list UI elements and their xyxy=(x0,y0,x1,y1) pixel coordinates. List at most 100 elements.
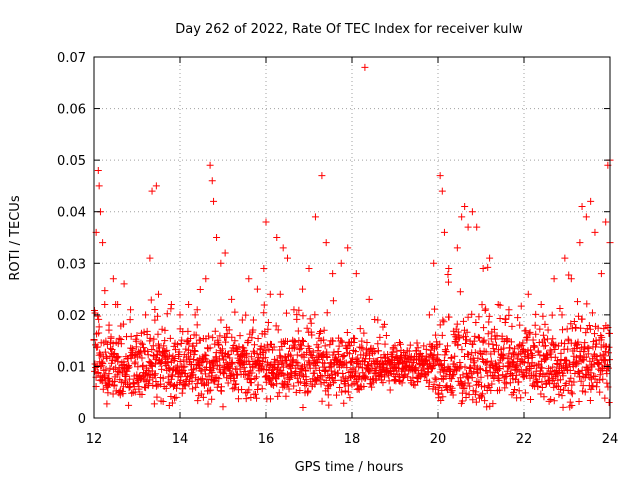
data-point xyxy=(531,321,539,329)
data-point xyxy=(558,392,566,400)
data-point xyxy=(102,366,110,374)
data-point xyxy=(188,360,196,368)
data-point xyxy=(210,364,218,372)
data-point xyxy=(465,351,473,359)
data-point xyxy=(430,259,438,267)
data-point xyxy=(303,349,311,357)
data-point xyxy=(235,343,243,351)
data-point xyxy=(495,372,503,380)
data-point xyxy=(152,182,160,190)
data-point xyxy=(574,338,582,346)
data-point xyxy=(431,305,439,313)
data-point xyxy=(276,352,284,360)
data-point xyxy=(393,347,401,355)
data-point xyxy=(312,362,320,370)
data-point xyxy=(363,339,371,347)
data-point xyxy=(328,373,336,381)
data-point xyxy=(146,334,154,342)
data-point xyxy=(311,311,319,319)
data-point xyxy=(104,389,112,397)
data-point xyxy=(247,394,255,402)
data-point xyxy=(228,358,236,366)
data-point xyxy=(291,338,299,346)
data-point xyxy=(404,373,412,381)
data-point xyxy=(214,336,222,344)
data-point xyxy=(94,343,102,351)
data-point xyxy=(254,334,262,342)
data-point xyxy=(164,358,172,366)
data-point xyxy=(351,335,359,343)
data-point xyxy=(191,311,199,319)
data-point xyxy=(135,383,143,391)
data-point xyxy=(138,390,146,398)
data-point xyxy=(178,362,186,370)
data-point xyxy=(162,384,170,392)
data-point xyxy=(422,345,430,353)
data-point xyxy=(458,380,466,388)
data-point xyxy=(475,334,483,342)
data-point xyxy=(299,337,307,345)
data-point xyxy=(343,364,351,372)
data-point xyxy=(507,338,515,346)
data-point xyxy=(226,354,234,362)
data-point xyxy=(337,337,345,345)
data-point xyxy=(317,380,325,388)
data-point xyxy=(188,377,196,385)
data-point xyxy=(275,360,283,368)
data-point xyxy=(217,387,225,395)
data-point xyxy=(587,197,595,205)
data-point xyxy=(489,345,497,353)
data-point xyxy=(259,357,267,365)
data-point xyxy=(279,383,287,391)
data-point xyxy=(194,397,202,405)
data-point xyxy=(474,354,482,362)
data-point xyxy=(109,275,117,283)
data-point xyxy=(584,365,592,373)
data-point xyxy=(527,346,535,354)
data-point xyxy=(395,372,403,380)
data-point xyxy=(550,275,558,283)
data-point xyxy=(163,310,171,318)
data-point xyxy=(91,367,99,375)
data-point xyxy=(547,396,555,404)
data-point xyxy=(550,397,558,405)
data-point xyxy=(221,249,229,257)
data-point xyxy=(294,327,302,335)
data-point xyxy=(250,341,258,349)
data-point xyxy=(119,320,127,328)
data-point xyxy=(458,397,466,405)
data-point xyxy=(565,377,573,385)
data-point xyxy=(356,343,364,351)
data-point xyxy=(581,388,589,396)
data-point xyxy=(336,384,344,392)
data-point xyxy=(562,356,570,364)
data-point xyxy=(99,360,107,368)
data-point xyxy=(492,363,500,371)
data-point xyxy=(253,373,261,381)
data-point xyxy=(371,348,379,356)
data-point xyxy=(318,397,326,405)
data-point xyxy=(468,310,476,318)
data-point xyxy=(539,331,547,339)
data-point xyxy=(258,385,266,393)
data-point xyxy=(453,320,461,328)
data-point xyxy=(409,374,417,382)
data-point xyxy=(176,357,184,365)
data-point xyxy=(406,341,414,349)
data-point xyxy=(360,382,368,390)
data-point xyxy=(481,306,489,314)
data-point xyxy=(290,306,298,314)
data-point xyxy=(529,336,537,344)
data-point xyxy=(92,363,100,371)
data-point xyxy=(582,329,590,337)
data-point xyxy=(150,335,158,343)
data-point xyxy=(572,361,580,369)
data-point xyxy=(103,340,111,348)
data-point xyxy=(473,369,481,377)
data-point xyxy=(595,359,603,367)
data-point xyxy=(225,363,233,371)
data-point xyxy=(260,309,268,317)
data-point xyxy=(365,361,373,369)
data-point xyxy=(548,311,556,319)
data-point xyxy=(578,366,586,374)
